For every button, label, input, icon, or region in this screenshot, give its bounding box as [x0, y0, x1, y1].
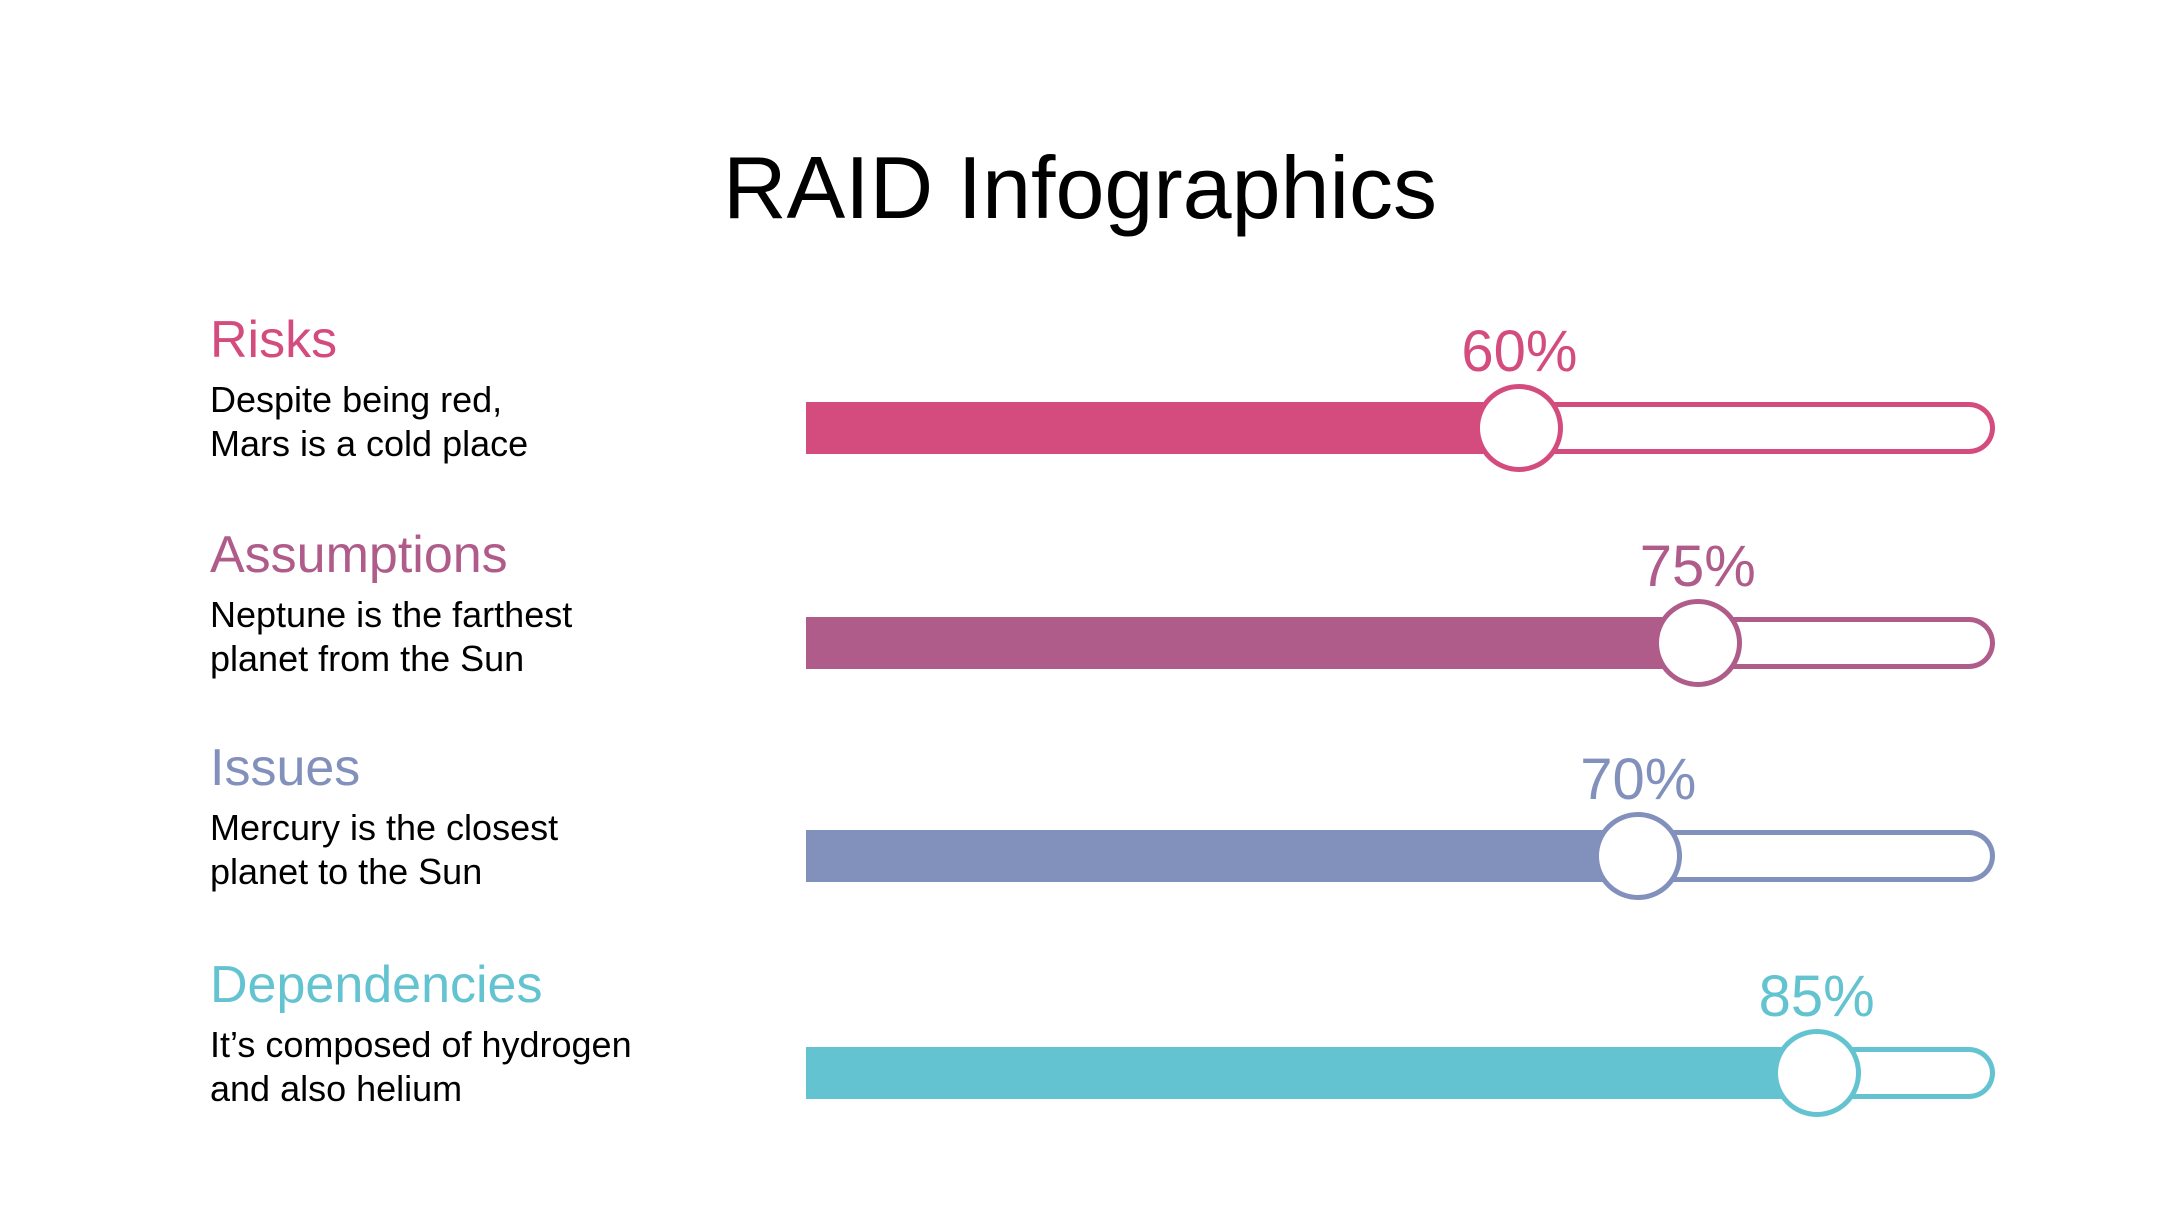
- raid-item-risks: Risks Despite being red, Mars is a cold …: [0, 310, 2160, 520]
- percent-label: 70%: [1580, 747, 1697, 812]
- progress-fill: [806, 1047, 1817, 1099]
- item-heading: Assumptions: [210, 526, 508, 584]
- item-description-line: Mars is a cold place: [210, 423, 529, 464]
- item-description-line: and also helium: [210, 1068, 463, 1109]
- percent-label: 75%: [1639, 534, 1756, 599]
- progress-fill: [806, 830, 1639, 882]
- progress-knob: [1653, 599, 1742, 687]
- item-description: Mercury is the closest planet to the Sun: [210, 806, 558, 894]
- item-description-line: It’s composed of hydrogen: [210, 1024, 632, 1065]
- item-heading: Issues: [210, 739, 361, 797]
- item-heading: Dependencies: [210, 956, 543, 1014]
- raid-item-dependencies: Dependencies It’s composed of hydrogen a…: [0, 955, 2160, 1165]
- item-description-line: Mercury is the closest: [210, 807, 559, 848]
- item-description: Despite being red, Mars is a cold place: [210, 378, 528, 466]
- item-description-line: planet from the Sun: [210, 638, 525, 679]
- page-title: RAID Infographics: [722, 138, 1438, 237]
- progress-knob: [1594, 812, 1683, 900]
- item-description-line: Despite being red,: [210, 379, 503, 420]
- item-heading: Risks: [210, 311, 338, 369]
- percent-label: 85%: [1758, 964, 1875, 1029]
- percent-label: 60%: [1461, 319, 1578, 384]
- raid-item-issues: Issues Mercury is the closest planet to …: [0, 738, 2160, 948]
- item-description-line: planet to the Sun: [210, 851, 483, 892]
- progress-fill: [806, 617, 1698, 669]
- progress-fill: [806, 402, 1520, 454]
- item-description-line: Neptune is the farthest: [210, 594, 573, 635]
- raid-item-assumptions: Assumptions Neptune is the farthest plan…: [0, 525, 2160, 735]
- item-description: It’s composed of hydrogen and also heliu…: [210, 1023, 632, 1111]
- progress-knob: [1475, 384, 1564, 472]
- item-description: Neptune is the farthest planet from the …: [210, 593, 572, 681]
- progress-knob: [1772, 1029, 1861, 1117]
